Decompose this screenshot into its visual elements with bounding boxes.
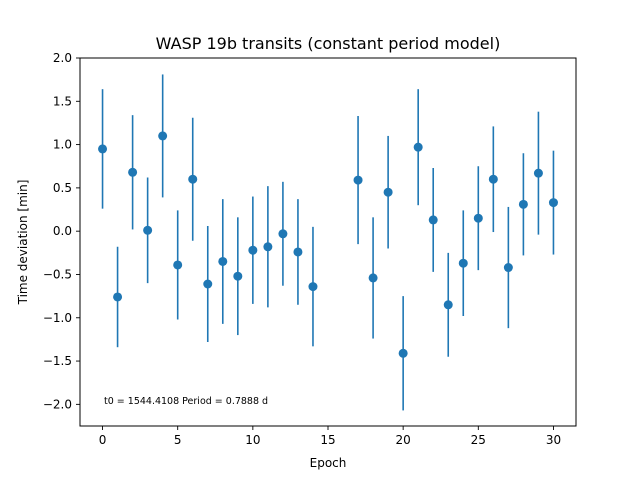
data-point bbox=[173, 260, 183, 270]
x-axis: 0 5 10 15 20 25 30 bbox=[99, 426, 561, 447]
y-tick-label: −2.0 bbox=[43, 397, 72, 411]
data-point bbox=[503, 263, 513, 273]
y-axis-label: Time deviation [min] bbox=[16, 180, 30, 306]
data-point bbox=[458, 258, 468, 268]
data-point bbox=[203, 279, 213, 289]
y-tick-label: −1.5 bbox=[43, 354, 72, 368]
x-tick-label: 15 bbox=[320, 433, 335, 447]
x-tick-label: 30 bbox=[546, 433, 561, 447]
x-axis-label: Epoch bbox=[310, 456, 347, 470]
data-point bbox=[218, 256, 228, 266]
x-tick-label: 20 bbox=[396, 433, 411, 447]
data-point bbox=[188, 174, 198, 184]
data-point bbox=[128, 167, 138, 177]
data-point bbox=[248, 245, 258, 255]
x-tick-label: 0 bbox=[99, 433, 107, 447]
data-point bbox=[518, 199, 528, 209]
y-tick-label: 2.0 bbox=[53, 51, 72, 65]
x-tick-label: 25 bbox=[471, 433, 486, 447]
data-point bbox=[398, 348, 408, 358]
y-tick-label: 0.0 bbox=[53, 224, 72, 238]
data-point bbox=[428, 215, 438, 225]
data-point bbox=[263, 242, 273, 252]
data-point bbox=[113, 292, 123, 302]
data-point bbox=[293, 247, 303, 257]
y-tick-label: 0.5 bbox=[53, 181, 72, 195]
y-tick-label: 1.0 bbox=[53, 138, 72, 152]
y-axis: −2.0 −1.5 −1.0 −0.5 0.0 0.5 1.0 1.5 2.0 bbox=[43, 51, 80, 411]
data-point bbox=[278, 229, 288, 239]
data-point bbox=[488, 174, 498, 184]
x-tick-label: 10 bbox=[245, 433, 260, 447]
fit-annotation: t0 = 1544.4108 Period = 0.7888 d bbox=[104, 396, 268, 407]
y-tick-label: −0.5 bbox=[43, 267, 72, 281]
data-point bbox=[308, 282, 318, 292]
data-point bbox=[143, 225, 153, 235]
data-marks bbox=[98, 74, 558, 411]
data-point bbox=[98, 144, 108, 154]
data-point bbox=[533, 168, 543, 178]
data-point bbox=[443, 300, 453, 310]
y-tick-label: −1.0 bbox=[43, 311, 72, 325]
data-point bbox=[233, 271, 243, 281]
y-tick-label: 1.5 bbox=[53, 94, 72, 108]
data-point bbox=[473, 213, 483, 223]
data-point bbox=[413, 142, 423, 152]
data-point bbox=[353, 175, 363, 185]
data-point bbox=[548, 198, 558, 208]
chart-title: WASP 19b transits (constant period model… bbox=[156, 34, 501, 53]
data-point bbox=[368, 273, 378, 283]
x-tick-label: 5 bbox=[174, 433, 182, 447]
data-point bbox=[383, 187, 393, 197]
data-point bbox=[158, 131, 168, 141]
